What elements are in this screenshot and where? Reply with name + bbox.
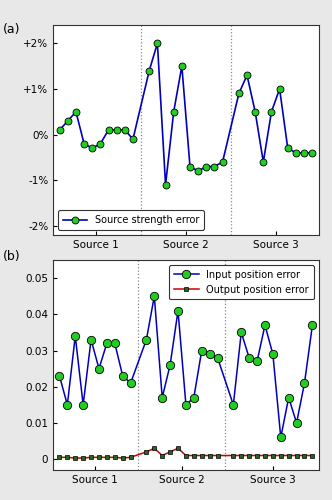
Input position error [152,293,156,299]
Input position error [231,402,235,408]
Line: Source strength error: Source strength error [56,40,316,188]
Input position error [105,340,109,346]
Input position error [310,322,314,328]
Source strength error [212,164,216,170]
Source strength error [155,40,159,46]
Input position error [192,394,196,400]
Source strength error [294,150,298,156]
Source strength error [310,150,314,156]
Input position error [128,380,132,386]
Input position error [81,402,85,408]
Source strength error [204,164,208,170]
Input position error [168,362,172,368]
Output position error [208,452,211,458]
Input position error [160,394,164,400]
Line: Output position error: Output position error [57,446,315,460]
Output position error [271,452,275,458]
Output position error [97,454,101,460]
Output position error [279,452,283,458]
Source strength error [82,140,86,146]
Input position error [200,348,204,354]
Source strength error [131,136,135,142]
Input position error [287,394,291,400]
Line: Input position error: Input position error [55,292,317,442]
Output position error [263,452,267,458]
Output position error [231,452,235,458]
Output position error [192,452,196,458]
Output position error [144,449,148,455]
Source strength error [90,146,94,152]
Output position error [255,452,259,458]
Source strength error [180,63,184,69]
Input position error [294,420,298,426]
Source strength error [302,150,306,156]
Input position error [208,351,211,357]
Source strength error [115,127,119,133]
Source strength error [270,108,274,114]
Source strength error [245,72,249,78]
Output position error [65,454,69,460]
Input position error [73,333,77,339]
Source strength error [98,140,102,146]
Input position error [97,366,101,372]
Legend: Source strength error: Source strength error [58,210,204,230]
Source strength error [74,108,78,114]
Source strength error [107,127,111,133]
Source strength error [172,108,176,114]
Input position error [215,355,219,361]
Output position error [57,454,61,460]
Output position error [128,454,132,460]
Input position error [121,373,125,379]
Input position error [65,402,69,408]
Source strength error [188,164,192,170]
Source strength error [58,127,62,133]
Output position error [239,452,243,458]
Source strength error [220,159,224,165]
Source strength error [66,118,70,124]
Output position error [168,449,172,455]
Input position error [302,380,306,386]
Input position error [89,336,93,342]
Source strength error [164,182,168,188]
Input position error [144,336,148,342]
Input position error [271,351,275,357]
Input position error [113,340,117,346]
Text: (b): (b) [3,250,21,263]
Text: (a): (a) [3,22,21,36]
Output position error [121,455,125,461]
Input position error [57,373,61,379]
Output position error [215,452,219,458]
Output position error [200,452,204,458]
Output position error [310,452,314,458]
Output position error [105,454,109,460]
Input position error [255,358,259,364]
Output position error [302,452,306,458]
Source strength error [123,127,127,133]
Output position error [294,452,298,458]
Input position error [279,434,283,440]
Input position error [263,322,267,328]
Output position error [287,452,291,458]
Output position error [160,452,164,458]
Output position error [176,446,180,452]
Source strength error [286,146,290,152]
Source strength error [147,68,151,73]
Input position error [247,355,251,361]
Output position error [73,455,77,461]
Output position error [184,452,188,458]
Input position error [176,308,180,314]
Output position error [152,446,156,452]
Output position error [247,452,251,458]
Source strength error [253,108,257,114]
Source strength error [278,86,282,92]
Input position error [184,402,188,408]
Output position error [81,455,85,461]
Output position error [113,454,117,460]
Source strength error [196,168,200,174]
Output position error [89,454,93,460]
Source strength error [261,159,265,165]
Legend: Input position error, Output position error: Input position error, Output position er… [169,265,314,300]
Input position error [239,330,243,336]
Source strength error [237,90,241,96]
